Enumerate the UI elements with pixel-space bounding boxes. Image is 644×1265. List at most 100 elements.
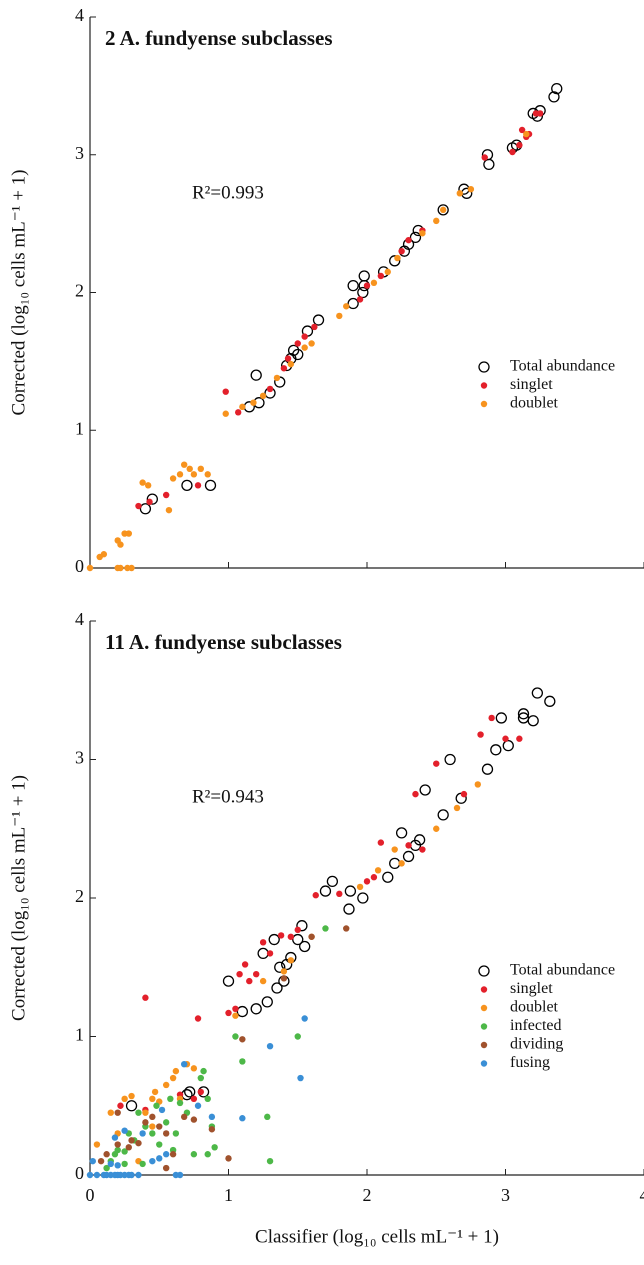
point (301, 1015, 307, 1021)
point (142, 1119, 148, 1125)
point (149, 1123, 155, 1129)
point (145, 482, 151, 488)
point (311, 324, 317, 330)
point (121, 1161, 127, 1167)
annotation: R²=0.943 (192, 786, 264, 807)
point (128, 565, 134, 571)
point (477, 731, 483, 737)
point (281, 975, 287, 981)
point (115, 1109, 121, 1115)
point (139, 479, 145, 485)
point (385, 269, 391, 275)
point (295, 340, 301, 346)
point (198, 1075, 204, 1081)
legend-label: singlet (510, 980, 553, 997)
point (181, 461, 187, 467)
point (232, 1013, 238, 1019)
point (288, 361, 294, 367)
point (358, 893, 368, 903)
point (103, 1151, 109, 1157)
point (281, 365, 287, 371)
point (242, 961, 248, 967)
point (128, 1172, 134, 1178)
legend-label: doublet (510, 395, 559, 412)
point (135, 1172, 141, 1178)
point (149, 1096, 155, 1102)
x-tick-label: 0 (86, 1185, 95, 1205)
point (288, 934, 294, 940)
point (181, 1061, 187, 1067)
point (267, 1158, 273, 1164)
point (336, 891, 342, 897)
point (211, 1144, 217, 1150)
point (237, 1007, 247, 1017)
annotation: R²=0.993 (192, 182, 264, 203)
y-tick-label: 4 (75, 609, 84, 629)
point (364, 282, 370, 288)
point (163, 1119, 169, 1125)
point (516, 142, 522, 148)
point (191, 471, 197, 477)
point (200, 1068, 206, 1074)
point (344, 904, 354, 914)
point (195, 1015, 201, 1021)
y-tick-label: 3 (75, 143, 84, 163)
point (394, 255, 400, 261)
point (225, 1155, 231, 1161)
point (187, 466, 193, 472)
point (232, 1033, 238, 1039)
point (390, 858, 400, 868)
point (336, 313, 342, 319)
point (502, 736, 508, 742)
point (149, 1158, 155, 1164)
point (532, 688, 542, 698)
point (156, 1123, 162, 1129)
y-axis-label: Corrected (log₁₀ cells mL⁻¹ + 1) (8, 170, 29, 416)
y-tick-label: 0 (75, 1163, 84, 1183)
point (475, 781, 481, 787)
point (260, 939, 266, 945)
point (348, 281, 358, 291)
point (163, 1130, 169, 1136)
point (357, 296, 363, 302)
point (170, 1151, 176, 1157)
point (191, 1096, 197, 1102)
point (108, 1161, 114, 1167)
point (115, 1162, 121, 1168)
point (156, 1141, 162, 1147)
point (288, 957, 294, 963)
point (260, 978, 266, 984)
point (327, 876, 337, 886)
point (98, 1158, 104, 1164)
point (308, 934, 314, 940)
point (87, 565, 93, 571)
point (115, 1141, 121, 1147)
x-tick-label: 1 (224, 1185, 233, 1205)
point (375, 867, 381, 873)
x-tick-label: 3 (501, 1185, 510, 1205)
point (392, 846, 398, 852)
point (383, 872, 393, 882)
point (209, 1126, 215, 1132)
point (90, 1158, 96, 1164)
x-axis-label: Classifier (log₁₀ cells mL⁻¹ + 1) (255, 1226, 499, 1247)
point (488, 715, 494, 721)
point (223, 411, 229, 417)
point (419, 846, 425, 852)
point (153, 1103, 159, 1109)
point (262, 997, 272, 1007)
point (260, 393, 266, 399)
point (181, 1114, 187, 1120)
point (253, 971, 259, 977)
point (503, 741, 513, 751)
legend-label: infected (510, 1017, 562, 1034)
y-tick-label: 1 (75, 1025, 84, 1045)
point (300, 941, 310, 951)
y-tick-label: 2 (75, 886, 84, 906)
point (438, 810, 448, 820)
point (126, 530, 132, 536)
point (121, 1096, 127, 1102)
point (140, 504, 150, 514)
legend-marker (481, 986, 487, 992)
